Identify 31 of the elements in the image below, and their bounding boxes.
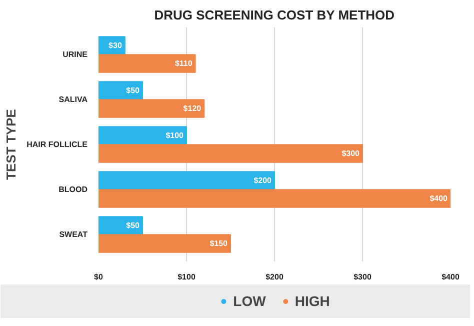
x-tick-label: $300: [354, 272, 372, 282]
bar: [98, 99, 205, 118]
data-label: $200: [254, 176, 272, 185]
y-axis-title: TEST TYPE: [4, 108, 19, 180]
data-label: $110: [174, 59, 193, 68]
bar: [98, 171, 275, 190]
y-tick-label: HAIR FOLLICLE: [26, 140, 88, 149]
bar: [98, 126, 187, 145]
x-tick-label: $100: [178, 272, 196, 282]
data-label: $30: [108, 41, 122, 50]
bar: [98, 189, 450, 208]
x-tick-label: $400: [442, 272, 460, 282]
y-tick-label: SALIVA: [58, 95, 88, 104]
x-tick-label: $200: [266, 272, 284, 282]
bar: [98, 144, 363, 163]
data-label: $100: [166, 131, 184, 140]
legend-label: LOW: [233, 293, 266, 309]
data-label: $50: [126, 221, 140, 230]
chart-title: DRUG SCREENING COST BY METHOD: [154, 8, 395, 22]
y-tick-label: SWEAT: [59, 230, 88, 239]
bar: [98, 234, 231, 253]
x-tick-label: $0: [94, 272, 104, 282]
bar: [98, 54, 196, 73]
data-label: $50: [126, 86, 140, 95]
data-label: $150: [210, 239, 228, 248]
data-label: $400: [430, 194, 448, 203]
data-label: $300: [342, 149, 360, 158]
legend-label: HIGH: [294, 293, 330, 309]
y-tick-label: URINE: [62, 50, 88, 59]
data-label: $120: [183, 104, 202, 113]
y-tick-label: BLOOD: [58, 185, 88, 194]
